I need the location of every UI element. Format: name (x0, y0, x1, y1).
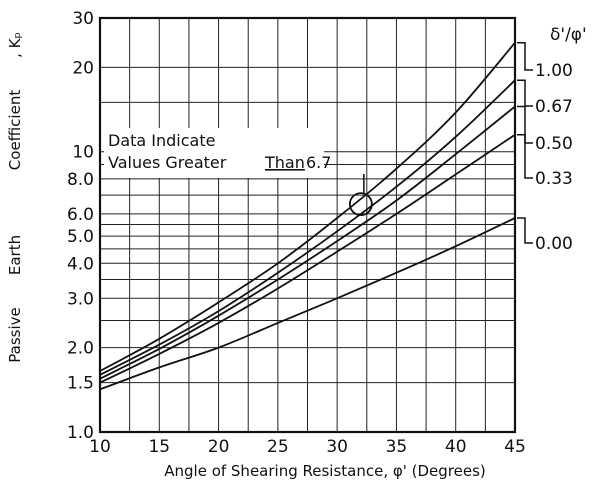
x-tick-labels: 10 15 20 25 30 35 40 45 (89, 437, 526, 457)
y-tick-label: 1.5 (67, 374, 94, 394)
series-line-0-00 (99, 217, 516, 391)
y-tick-label: 10 (72, 143, 94, 163)
annotation-circle (348, 192, 373, 217)
legend: δ'/φ' 1.00 0.67 0.50 0.33 0.00 (517, 25, 587, 254)
y-tick-label: 20 (72, 58, 94, 78)
y-tick-label: 1.0 (67, 423, 94, 443)
y-tick-label: 8.0 (67, 170, 94, 190)
x-tick-label: 45 (504, 437, 526, 457)
y-tick-label: 6.0 (67, 205, 94, 225)
x-axis-label: Angle of Shearing Resistance, φ' (Degree… (164, 462, 486, 480)
series-line-0-50 (99, 105, 516, 380)
legend-label-0-50: 0.50 (535, 134, 573, 154)
legend-title: δ'/φ' (550, 25, 587, 45)
legend-leader (517, 105, 533, 144)
y-tick-label: 5.0 (67, 227, 94, 247)
series-line-0-67 (99, 79, 516, 376)
legend-label-0-67: 0.67 (535, 97, 573, 117)
x-tick-label: 15 (148, 437, 170, 457)
annotation-line-2-prefix: Values Greater (108, 153, 227, 172)
x-tick-label: 20 (208, 437, 230, 457)
legend-leader (517, 133, 533, 179)
y-axis-label-coefficient: Coefficient (6, 90, 24, 171)
legend-leader (517, 41, 533, 71)
annotation-line-2-value: 6.7 (306, 153, 331, 172)
legend-leader (517, 217, 533, 244)
plot-frame (98, 16, 517, 434)
x-tick-label: 25 (267, 437, 289, 457)
legend-label-0-00: 0.00 (535, 234, 573, 254)
y-tick-label: 30 (72, 9, 94, 29)
y-axis-label-earth: Earth (6, 235, 24, 275)
annotation: Data Indicate Values Greater Than 6.7 (104, 128, 373, 217)
y-tick-label: 3.0 (67, 289, 94, 309)
y-tick-labels: 1.0 1.5 2.0 3.0 4.0 5.06.0 8.0 10 20 30 (67, 9, 94, 443)
x-tick-label: 30 (326, 437, 348, 457)
y-axis-label-passive: Passive (6, 307, 24, 362)
x-tick-label: 35 (386, 437, 408, 457)
x-tick-label: 40 (445, 437, 467, 457)
series-line-0-33 (99, 133, 516, 384)
y-tick-label: 2.0 (67, 339, 94, 359)
y-tick-label: 4.0 (67, 254, 94, 274)
legend-leader (517, 79, 533, 107)
annotation-line-2-than: Than (264, 153, 305, 172)
legend-label-1-00: 1.00 (535, 61, 573, 81)
y-axis-label-kp: , Kₚ (6, 32, 24, 58)
grid (100, 18, 515, 432)
x-tick-label: 10 (89, 437, 111, 457)
annotation-background (104, 128, 324, 178)
series-line-1-00 (99, 42, 516, 372)
annotation-line-1: Data Indicate (108, 131, 215, 150)
legend-label-0-33: 0.33 (535, 169, 573, 189)
series-lines (99, 42, 516, 391)
